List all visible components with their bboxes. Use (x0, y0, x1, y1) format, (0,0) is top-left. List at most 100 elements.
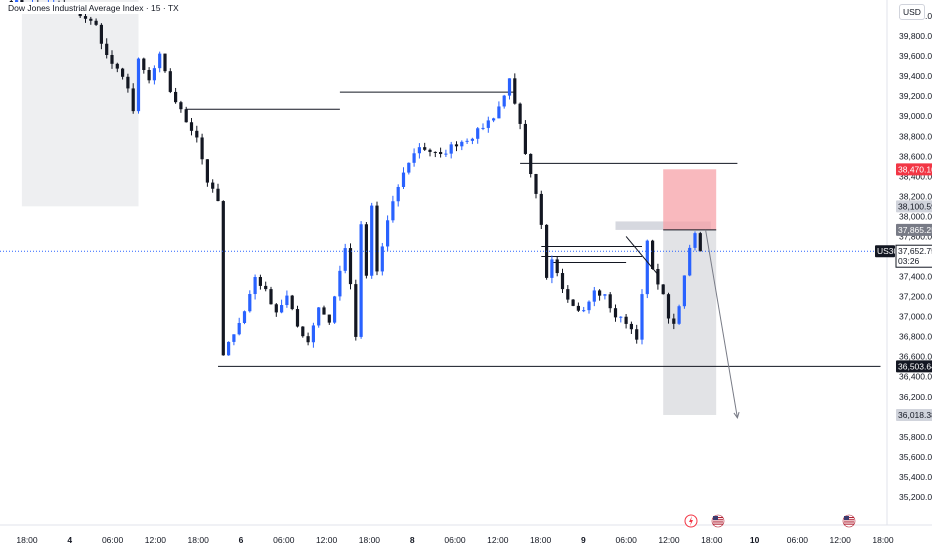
candle[interactable] (338, 270, 342, 297)
candle[interactable] (417, 147, 421, 154)
candle[interactable] (274, 304, 278, 313)
candle[interactable] (200, 137, 204, 160)
candle[interactable] (237, 322, 241, 335)
candle[interactable] (115, 63, 119, 69)
candle[interactable] (481, 127, 485, 129)
candle[interactable] (454, 144, 459, 147)
candle[interactable] (407, 162, 411, 173)
candle[interactable] (253, 277, 257, 295)
candle[interactable] (364, 224, 368, 276)
candle[interactable] (576, 305, 580, 311)
candle[interactable] (290, 295, 294, 310)
us-flag-icon[interactable] (711, 514, 725, 528)
candle[interactable] (571, 299, 575, 306)
candle[interactable] (136, 58, 141, 112)
candle[interactable] (110, 54, 114, 64)
candle[interactable] (121, 68, 125, 77)
candle[interactable] (216, 188, 220, 202)
candle[interactable] (152, 68, 156, 81)
stop-loss-zone[interactable] (663, 169, 717, 230)
candle[interactable] (295, 309, 300, 327)
us-flag-icon[interactable] (842, 514, 856, 528)
candle[interactable] (269, 289, 273, 305)
candle[interactable] (142, 58, 146, 70)
candle[interactable] (661, 284, 665, 295)
candle[interactable] (401, 172, 406, 187)
candle[interactable] (693, 233, 697, 248)
candle[interactable] (566, 289, 570, 300)
flash-icon[interactable] (684, 514, 698, 528)
candle[interactable] (227, 341, 231, 356)
candle[interactable] (311, 325, 315, 343)
candle[interactable] (682, 275, 686, 307)
candle[interactable] (285, 295, 289, 306)
candle[interactable] (603, 294, 607, 296)
currency-label[interactable]: USD (899, 4, 925, 20)
candle[interactable] (428, 149, 432, 152)
candle[interactable] (497, 106, 501, 119)
candle[interactable] (83, 16, 88, 19)
candle[interactable] (174, 91, 178, 103)
candle[interactable] (698, 233, 702, 252)
candle[interactable] (523, 123, 527, 154)
candle[interactable] (412, 153, 416, 163)
candle[interactable] (126, 76, 130, 89)
candle[interactable] (688, 247, 692, 276)
candle[interactable] (99, 24, 103, 44)
candle[interactable] (439, 152, 443, 155)
candle[interactable] (221, 201, 225, 356)
candle[interactable] (211, 182, 215, 189)
candle[interactable] (195, 130, 199, 138)
candle[interactable] (529, 153, 533, 175)
candle[interactable] (470, 138, 474, 141)
candle[interactable] (94, 20, 98, 25)
candle[interactable] (518, 103, 522, 124)
candle[interactable] (608, 294, 612, 309)
candle[interactable] (539, 193, 543, 225)
trend-line[interactable] (625, 236, 659, 275)
candle[interactable] (391, 201, 395, 221)
candle[interactable] (333, 296, 337, 323)
candle[interactable] (147, 69, 151, 81)
candle[interactable] (645, 240, 649, 295)
candle[interactable] (232, 334, 236, 342)
candle[interactable] (370, 205, 374, 276)
candle[interactable] (598, 290, 602, 296)
candle[interactable] (375, 205, 379, 272)
candle[interactable] (507, 78, 512, 96)
candle[interactable] (613, 308, 618, 318)
candle[interactable] (184, 109, 188, 123)
candle[interactable] (444, 153, 448, 155)
candle[interactable] (248, 294, 252, 312)
candle[interactable] (380, 246, 384, 272)
candle[interactable] (465, 140, 469, 142)
candle[interactable] (640, 294, 644, 340)
candle[interactable] (168, 71, 172, 92)
candle[interactable] (189, 122, 194, 131)
candle[interactable] (656, 268, 660, 285)
candle[interactable] (476, 128, 480, 139)
candle[interactable] (386, 220, 390, 247)
candle[interactable] (396, 186, 400, 202)
candle[interactable] (486, 120, 490, 128)
candle[interactable] (301, 326, 305, 337)
candle[interactable] (131, 88, 135, 112)
candle[interactable] (666, 294, 671, 319)
candle[interactable] (354, 284, 358, 337)
candle[interactable] (317, 307, 321, 326)
candle[interactable] (433, 151, 437, 153)
candle[interactable] (629, 323, 633, 330)
candle[interactable] (672, 318, 676, 324)
candle[interactable] (513, 78, 517, 104)
candle[interactable] (258, 277, 262, 286)
candle[interactable] (158, 53, 162, 69)
candle[interactable] (555, 259, 559, 274)
candle[interactable] (492, 118, 496, 121)
candle[interactable] (343, 248, 347, 271)
candle[interactable] (560, 273, 565, 290)
candle[interactable] (306, 336, 310, 343)
candle[interactable] (423, 147, 427, 150)
candle[interactable] (624, 316, 628, 324)
candle[interactable] (592, 290, 596, 302)
